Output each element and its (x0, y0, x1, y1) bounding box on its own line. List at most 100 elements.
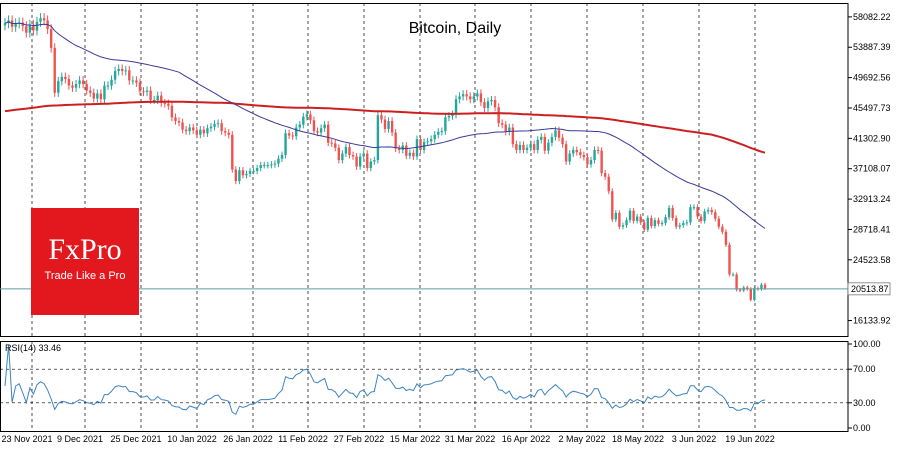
candle-body (703, 211, 706, 221)
candle-body (472, 96, 475, 100)
candle-body (302, 116, 305, 125)
candle-body (664, 217, 667, 224)
candle-body (177, 120, 181, 123)
candle-body (99, 93, 103, 100)
candle-body (167, 103, 170, 106)
candle-body (675, 218, 678, 227)
candle-body (277, 158, 280, 164)
date-tick-label: 10 Jan 2022 (167, 434, 217, 444)
candle-body (255, 168, 259, 171)
main-plot-frame (0, 3, 849, 337)
date-tick-label: 15 Mar 2022 (390, 434, 441, 444)
candle-body (586, 157, 589, 165)
candle-body (440, 131, 444, 133)
candle-body (671, 207, 674, 219)
candle-body (650, 218, 653, 226)
candle-body (763, 284, 767, 289)
candle-body (49, 29, 53, 48)
candle-body (3, 23, 7, 26)
candle-body (170, 105, 174, 118)
candle-body (706, 210, 710, 212)
candle-body (692, 207, 696, 209)
candle-body (721, 226, 724, 232)
candle-body (682, 223, 685, 226)
candle-body (444, 117, 447, 132)
rsi-label: RSI(14) 33.46 (5, 343, 61, 353)
candle-body (160, 95, 163, 103)
candle-body (39, 18, 42, 22)
main-price-plot: 58082.22 53887.39 49692.56 45497.73 41302.90… (0, 3, 891, 337)
candle-body (689, 207, 692, 223)
candle-body (398, 148, 401, 150)
candle-body (564, 144, 568, 162)
candle-body (330, 142, 333, 144)
candle-body (433, 134, 436, 140)
candle-body (621, 225, 625, 227)
candle-body (145, 90, 149, 93)
date-tick-label: 25 Dec 2021 (110, 434, 161, 444)
candle-body (717, 218, 721, 227)
date-tick-label: 27 Feb 2022 (334, 434, 385, 444)
candle-body (447, 115, 451, 118)
candle-body (316, 131, 319, 133)
rsi-tick-label: 70.00 (853, 364, 876, 374)
y-tick-label: 41302.90 (853, 133, 891, 143)
date-tick-label: 18 May 2022 (612, 434, 664, 444)
candle-body (660, 223, 664, 225)
date-tick-label: 9 Dec 2021 (57, 434, 103, 444)
moving-average-slow (4, 100, 766, 154)
candle-body (181, 122, 184, 130)
candle-body (387, 120, 390, 129)
candle-body (85, 84, 88, 91)
candle-body (213, 123, 216, 127)
candle-body (504, 124, 507, 132)
candle-body (25, 26, 28, 33)
candle-body (206, 128, 209, 134)
date-tick-label: 31 Mar 2022 (445, 434, 496, 444)
candle-body (653, 220, 657, 226)
date-axis: 23 Nov 2021 9 Dec 2021 25 Dec 2021 10 Jan 2… (1, 434, 774, 444)
candle-body (561, 137, 564, 145)
candle-body (348, 147, 351, 156)
candle-body (337, 147, 341, 161)
candle-body (437, 131, 440, 135)
candle-body (451, 114, 454, 116)
candle-body (71, 85, 74, 88)
candle-body (138, 82, 142, 92)
candle-body (593, 149, 596, 161)
candle-body (120, 68, 124, 72)
candle-body (568, 153, 571, 162)
candle-body (344, 147, 348, 154)
candle-body (131, 80, 135, 82)
candle-body (572, 149, 575, 154)
candle-body (291, 135, 294, 137)
candle-body (21, 22, 24, 27)
candle-body (42, 18, 46, 21)
candle-body (632, 210, 635, 221)
date-tick-label: 26 Jan 2022 (223, 434, 273, 444)
date-tick-label: 2 May 2022 (558, 434, 605, 444)
candle-body (635, 216, 639, 221)
candle-body (223, 131, 227, 133)
candle-body (227, 132, 230, 135)
candle-body (529, 144, 532, 148)
candle-body (252, 170, 255, 172)
candle-body (600, 150, 603, 174)
date-tick-label: 3 Jun 2022 (672, 434, 717, 444)
candle-body (60, 76, 64, 82)
candle-body (202, 129, 206, 134)
y-tick-label: 37108.07 (853, 164, 891, 174)
candle-body (113, 71, 117, 80)
candle-body (248, 170, 252, 174)
candle-body (106, 85, 110, 87)
candle-body (667, 207, 671, 218)
candle-body (326, 124, 330, 143)
y-tick-label: 28718.41 (853, 224, 891, 234)
candle-body (614, 212, 618, 220)
candle-body (419, 139, 422, 150)
candle-body (611, 191, 614, 220)
rsi-line (4, 344, 766, 416)
current-price-label: 20513.87 (851, 284, 889, 294)
candle-body (184, 129, 188, 132)
candle-body (295, 127, 298, 137)
